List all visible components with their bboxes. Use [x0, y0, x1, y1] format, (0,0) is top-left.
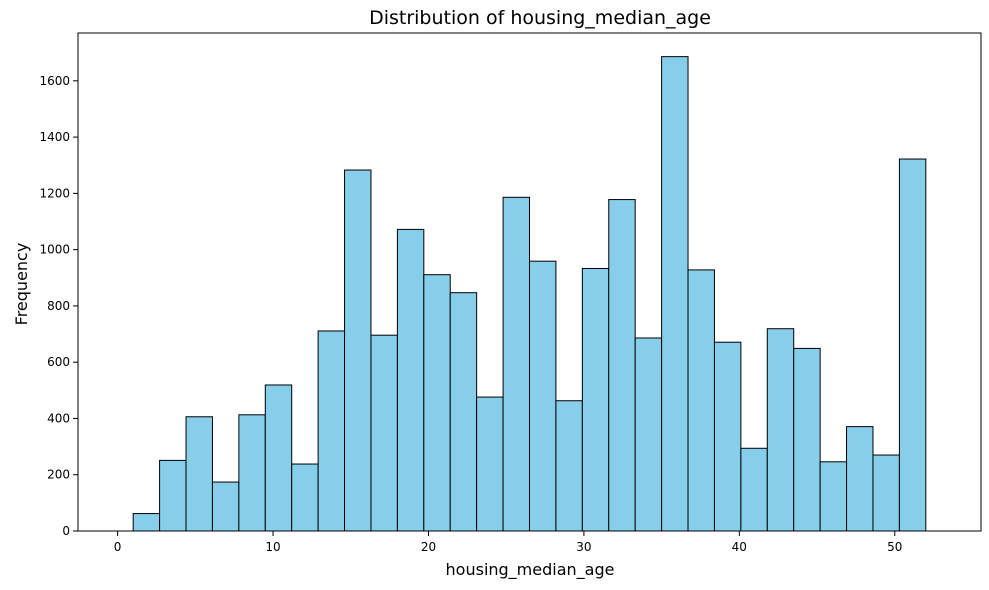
y-axis-label: Frequency	[12, 243, 31, 326]
x-tick-label: 0	[114, 540, 122, 554]
histogram-bar	[159, 459, 187, 532]
histogram-bar	[476, 396, 504, 532]
histogram-bar	[291, 463, 319, 532]
histogram-bar	[766, 328, 795, 532]
histogram-bar	[132, 513, 161, 532]
histogram-bar	[344, 169, 372, 532]
y-tick-label: 600	[47, 355, 70, 369]
histogram-bar	[898, 158, 927, 532]
histogram-bar	[238, 414, 266, 532]
bars-group	[132, 56, 927, 532]
chart-title: Distribution of housing_median_age	[369, 7, 711, 29]
histogram-bar	[872, 454, 900, 532]
y-tick-label: 1600	[39, 74, 70, 88]
x-ticks: 0 10 20 30 40 50	[114, 531, 902, 554]
histogram-bar	[317, 330, 346, 532]
y-tick-label: 0	[62, 524, 70, 538]
x-tick-label: 50	[887, 540, 902, 554]
histogram-bar	[502, 196, 530, 532]
histogram-bar	[423, 274, 451, 532]
histogram-bar	[713, 341, 742, 532]
histogram-bar	[555, 400, 583, 532]
histogram-bar	[793, 347, 821, 532]
histogram-bar	[846, 426, 874, 532]
x-tick-label: 10	[265, 540, 280, 554]
histogram-bar	[687, 269, 715, 532]
histogram-bar	[581, 267, 610, 532]
histogram-bar	[211, 481, 240, 532]
x-tick-label: 20	[421, 540, 436, 554]
x-tick-label: 40	[732, 540, 747, 554]
plot-frame	[77, 32, 982, 532]
histogram-bar	[634, 337, 663, 532]
histogram-bar	[661, 56, 689, 532]
x-tick-label: 30	[576, 540, 591, 554]
y-tick-label: 1000	[39, 243, 70, 257]
histogram-bar	[396, 228, 425, 532]
histogram-bar	[370, 334, 398, 532]
histogram-bar	[819, 461, 848, 532]
histogram-bar	[264, 384, 293, 532]
y-tick-label: 400	[47, 411, 70, 425]
y-tick-label: 200	[47, 468, 70, 482]
x-axis-label: housing_median_age	[446, 560, 615, 580]
y-tick-label: 1400	[39, 130, 70, 144]
y-ticks: 0 200 400 600 800 1000 1200 1400 1600	[39, 74, 78, 538]
histogram-bar	[529, 260, 557, 532]
histogram-bar	[740, 447, 768, 532]
histogram-bar	[449, 292, 478, 532]
histogram-bar	[185, 416, 213, 532]
y-tick-label: 800	[47, 299, 70, 313]
histogram-bar	[608, 199, 636, 532]
y-tick-label: 1200	[39, 186, 70, 200]
